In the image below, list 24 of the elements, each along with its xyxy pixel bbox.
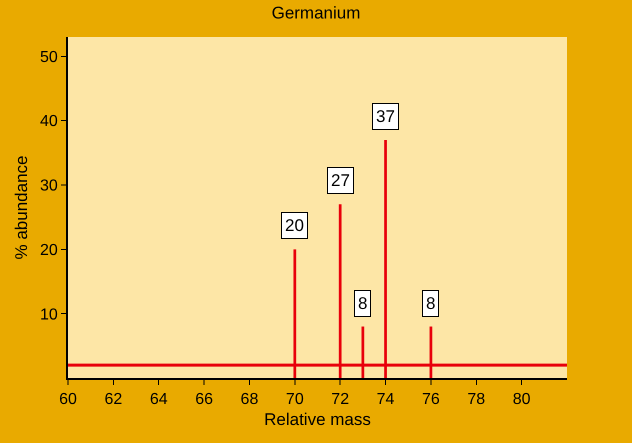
x-tick-label: 80 (512, 391, 531, 408)
data-label: 20 (285, 216, 304, 235)
y-tick-label: 50 (40, 48, 58, 66)
x-tick-label: 76 (422, 391, 440, 408)
data-label: 27 (331, 171, 350, 190)
x-tick-label: 68 (240, 391, 258, 408)
y-tick-label: 10 (40, 306, 58, 324)
x-tick-label: 62 (104, 391, 122, 408)
x-tick-label: 72 (331, 391, 350, 408)
y-tick-label: 30 (40, 178, 58, 195)
x-tick-label: 70 (286, 391, 304, 408)
x-tick-label: 66 (195, 391, 214, 408)
y-tick-label: 20 (40, 242, 58, 259)
x-axis-title: Relative mass (264, 410, 371, 430)
x-tick-label: 78 (467, 391, 486, 408)
x-tick-label: 64 (150, 391, 168, 408)
data-label: 8 (426, 294, 436, 313)
data-label: 37 (376, 107, 395, 126)
x-tick-label: 60 (59, 391, 77, 408)
y-tick-label: 40 (40, 113, 58, 130)
x-tick-label: 74 (376, 391, 395, 408)
y-axis-title: % abundance (12, 156, 32, 260)
chart-title: Germanium (272, 4, 360, 23)
data-label: 8 (358, 294, 368, 313)
